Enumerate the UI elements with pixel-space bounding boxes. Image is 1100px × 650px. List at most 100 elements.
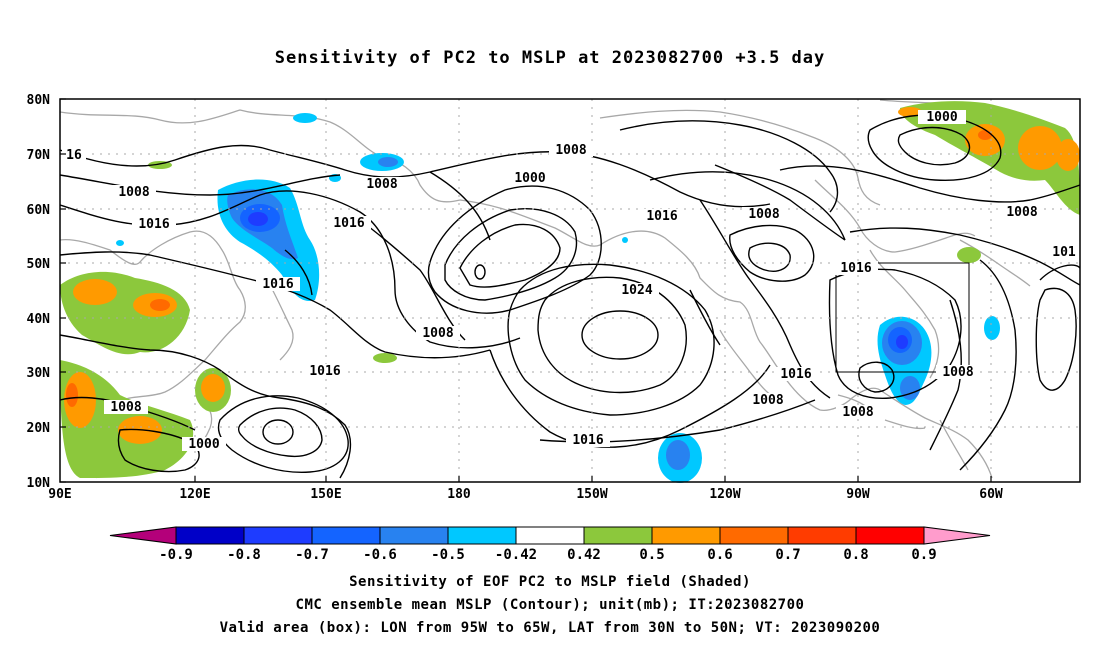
contour-label: 1008 [1000, 205, 1044, 220]
contour-label-text: 1008 [555, 143, 586, 158]
contour-label: 1008 [112, 185, 156, 200]
lon-label: 150W [576, 487, 607, 502]
contour-value-labels: 16 1008 1016 1008 1016 1008 1000 1008 10… [62, 110, 1080, 452]
contour-label: 101 [1049, 245, 1080, 260]
lon-label: 120E [179, 487, 210, 502]
contour-label-text: 1008 [942, 365, 973, 380]
colorbar-segment [515, 526, 585, 545]
map-title: Sensitivity of PC2 to MSLP at 2023082700… [274, 48, 826, 68]
lat-label: 70N [27, 148, 51, 163]
contour-label: 1000 [508, 171, 552, 186]
longitude-labels: 90E 120E 150E 180 150W 120W 90W 60W [48, 487, 1003, 502]
contour-label: 1016 [303, 364, 347, 379]
contour-label-text: 1016 [840, 261, 871, 276]
contour-label-text: 1000 [514, 171, 545, 186]
contour-label-text: 1016 [262, 277, 293, 292]
colorbar-tick-label: -0.8 [227, 547, 261, 563]
contour-label: 1008 [742, 207, 786, 222]
colorbar-tick-label: -0.5 [431, 547, 465, 563]
contour-label-text: 1008 [748, 207, 779, 222]
contour-label: 1016 [774, 367, 818, 382]
contour-label-text: 1008 [110, 400, 141, 415]
colorbar-right-arrow [923, 526, 991, 545]
colorbar-tick-label: 0.9 [911, 547, 936, 563]
contour-label: 1016 [834, 261, 878, 276]
contour-label-text: 1008 [422, 326, 453, 341]
contour-label: 1008 [360, 177, 404, 192]
lon-label: 150E [310, 487, 341, 502]
lon-label: 60W [979, 487, 1003, 502]
lat-label: 40N [27, 312, 51, 327]
colorbar-left-arrow [109, 526, 177, 545]
contour-label: 1016 [566, 433, 610, 448]
contour-label-text: 1024 [621, 283, 652, 298]
contour-label-text: 1008 [752, 393, 783, 408]
positive-sensitivity-shading [60, 101, 1080, 478]
contour-label: 1024 [615, 283, 659, 298]
map-frame [59, 98, 1081, 483]
contour-label-text: 1008 [366, 177, 397, 192]
contour-label: 1008 [746, 393, 790, 408]
map-area [60, 99, 1080, 482]
lon-label: 90E [48, 487, 71, 502]
contour-label-text: 1016 [780, 367, 811, 382]
colorbar-segment [379, 526, 449, 545]
contour-label: 1000 [918, 110, 966, 125]
contour-label-text: 1008 [1006, 205, 1037, 220]
colorbar-segment [855, 526, 925, 545]
colorbar-tick-label: -0.42 [495, 547, 537, 563]
contour-label-text: 1016 [646, 209, 677, 224]
colorbar-segment [719, 526, 789, 545]
negative-sensitivity-shading [116, 113, 1000, 483]
lon-label: 120W [709, 487, 740, 502]
contour-label: 1016 [640, 209, 684, 224]
latitude-labels: 80N 70N 60N 50N 40N 30N 20N 10N [27, 93, 51, 491]
colorbar-segment [787, 526, 857, 545]
colorbar-tick-label: 0.6 [707, 547, 732, 563]
lat-label: 10N [27, 476, 51, 491]
caption-line-1: Sensitivity of EOF PC2 to MSLP field (Sh… [349, 574, 751, 590]
contour-label-text: 1016 [309, 364, 340, 379]
contour-label-text: 1016 [138, 217, 169, 232]
contour-label-text: 1016 [572, 433, 603, 448]
lat-label: 20N [27, 421, 51, 436]
contour-label-text: 1008 [842, 405, 873, 420]
contour-label-text: 1000 [926, 110, 957, 125]
caption-line-2: CMC ensemble mean MSLP (Contour); unit(m… [295, 597, 805, 613]
colorbar-segment [583, 526, 653, 545]
contour-label-text: 1008 [118, 185, 149, 200]
colorbar-segment [311, 526, 381, 545]
colorbar-segment [243, 526, 313, 545]
contour-label-text: 1000 [188, 437, 219, 452]
colorbar-segment [651, 526, 721, 545]
colorbar-tick-label: -0.6 [363, 547, 397, 563]
contour-label: 1000 [182, 437, 226, 452]
contour-label: 1008 [416, 326, 460, 341]
contour-label: 1008 [936, 365, 980, 380]
contour-label: 1008 [836, 405, 880, 420]
contour-label-text: 1016 [333, 216, 364, 231]
contour-label: 1016 [132, 217, 176, 232]
contour-label: 16 [62, 148, 86, 163]
lat-label: 30N [27, 366, 51, 381]
contour-label: 1008 [549, 143, 593, 158]
lon-label: 180 [447, 487, 471, 502]
lat-label: 80N [27, 93, 51, 108]
contour-label: 1008 [104, 400, 148, 415]
colorbar-tick-label: 0.7 [775, 547, 800, 563]
colorbar-tick-label: -0.9 [159, 547, 193, 563]
colorbar: -0.9 -0.8 -0.7 -0.6 -0.5 -0.42 0.42 0.5 0.6 0.7 0.… [109, 526, 991, 563]
contour-label: 1016 [256, 277, 300, 292]
contour-label: 1016 [327, 216, 371, 231]
lat-label: 60N [27, 203, 51, 218]
colorbar-tick-label: -0.7 [295, 547, 329, 563]
colorbar-segment [175, 526, 245, 545]
colorbar-segment [447, 526, 517, 545]
valid-area-box [835, 262, 970, 373]
lon-label: 90W [846, 487, 870, 502]
colorbar-tick-label: 0.42 [567, 547, 601, 563]
caption-line-3: Valid area (box): LON from 95W to 65W, L… [219, 620, 881, 636]
contour-label-text: 101 [1052, 245, 1076, 260]
contour-label-text: 16 [66, 148, 82, 163]
